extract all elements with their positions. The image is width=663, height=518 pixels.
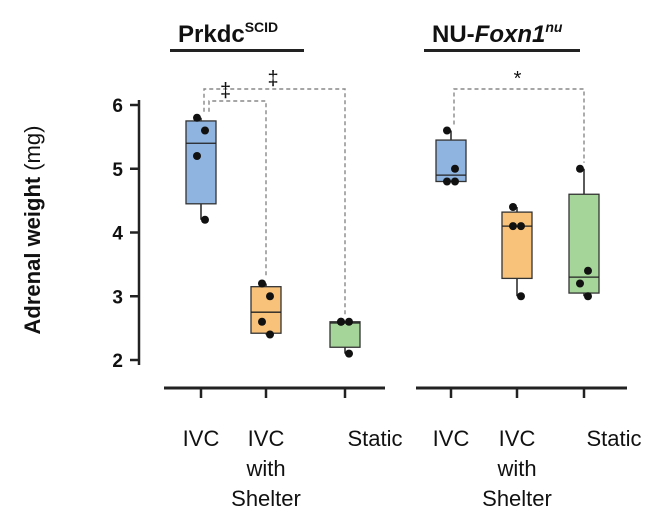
data-point [576, 279, 584, 288]
box [250, 286, 282, 334]
panel-1: IVC IVC with Shelter Static * [416, 68, 642, 511]
category-label: IVC [499, 426, 536, 451]
box [501, 211, 533, 280]
y-tick-label: 4 [112, 224, 123, 245]
data-point [258, 279, 266, 288]
box [185, 120, 217, 205]
panels: IVC IVC with Shelter Static ‡ ‡ IVC IVC with Shelt… [164, 68, 642, 511]
data-point [337, 317, 345, 326]
data-point [258, 317, 266, 326]
data-point [451, 164, 459, 173]
box-group: IVC [183, 113, 220, 451]
category-label: IVC [248, 426, 285, 451]
data-point [584, 292, 592, 301]
category-label: IVC [433, 426, 470, 451]
data-point [576, 164, 584, 173]
data-point [201, 215, 209, 224]
box-group: IVC with Shelter [482, 203, 552, 511]
svg-text:NU-Foxn1nu: NU-Foxn1nu [432, 19, 563, 48]
box-group: IVC with Shelter [231, 279, 301, 511]
data-point [517, 292, 525, 301]
bracket-line [208, 100, 267, 278]
y-tick-label: 2 [112, 351, 123, 372]
significance-symbol: * [514, 68, 522, 90]
data-point [584, 266, 592, 275]
y-axis-title: Adrenal weight (mg) [20, 126, 45, 335]
bracket-line [453, 88, 585, 163]
category-label: Shelter [231, 486, 301, 511]
box [329, 321, 361, 348]
significance-bracket: ‡ [208, 80, 267, 278]
data-point [345, 317, 353, 326]
panel-title-prkdc-underline [170, 49, 304, 52]
box-group: Static [568, 164, 642, 451]
y-tick-label: 6 [112, 96, 123, 117]
panel-title-nu-underline [424, 49, 580, 52]
data-point [193, 152, 201, 160]
data-point [517, 222, 525, 231]
category-label: Static [347, 426, 402, 451]
significance-bracket: * [453, 68, 585, 163]
data-point [509, 203, 517, 211]
panel-0: IVC IVC with Shelter Static ‡ ‡ [164, 68, 403, 511]
panel-title-prkdc-sup: SCID [245, 19, 278, 35]
y-tick-label: 3 [112, 287, 123, 308]
box [568, 193, 600, 294]
box-group: IVC [433, 126, 470, 451]
panel-title-prkdc-main: Prkdc [178, 21, 245, 48]
significance-bracket: ‡ [203, 68, 346, 316]
panel-title-nu-italic: Foxn1 [475, 21, 546, 48]
y-axis-title-bold: Adrenal weight [20, 176, 45, 334]
panel-title-nu-sup: nu [545, 19, 563, 35]
data-point [266, 292, 274, 301]
significance-symbol: ‡ [267, 68, 278, 90]
data-point [266, 330, 274, 339]
category-label: Static [586, 426, 641, 451]
y-axis-title-unit: (mg) [20, 126, 45, 171]
box-group: Static [329, 317, 403, 451]
y-axis: 2 3 4 5 6 [112, 96, 141, 372]
data-point [443, 126, 451, 135]
panel-title-nu-main: NU- [432, 21, 475, 48]
bracket-line [203, 88, 346, 316]
category-label: with [245, 456, 285, 481]
panel-title-prkdc: PrkdcSCID [170, 19, 304, 52]
data-point [201, 126, 209, 135]
data-point [509, 222, 517, 231]
significance-symbol: ‡ [220, 80, 231, 102]
category-label: Shelter [482, 486, 552, 511]
category-label: IVC [183, 426, 220, 451]
y-tick-label: 5 [112, 160, 123, 181]
panel-title-nu-foxn1: NU-Foxn1nu [424, 19, 580, 52]
data-point [345, 349, 353, 358]
data-point [451, 177, 459, 186]
svg-text:PrkdcSCID: PrkdcSCID [178, 19, 278, 48]
data-point [443, 177, 451, 186]
category-label: with [496, 456, 536, 481]
data-point [193, 113, 201, 122]
